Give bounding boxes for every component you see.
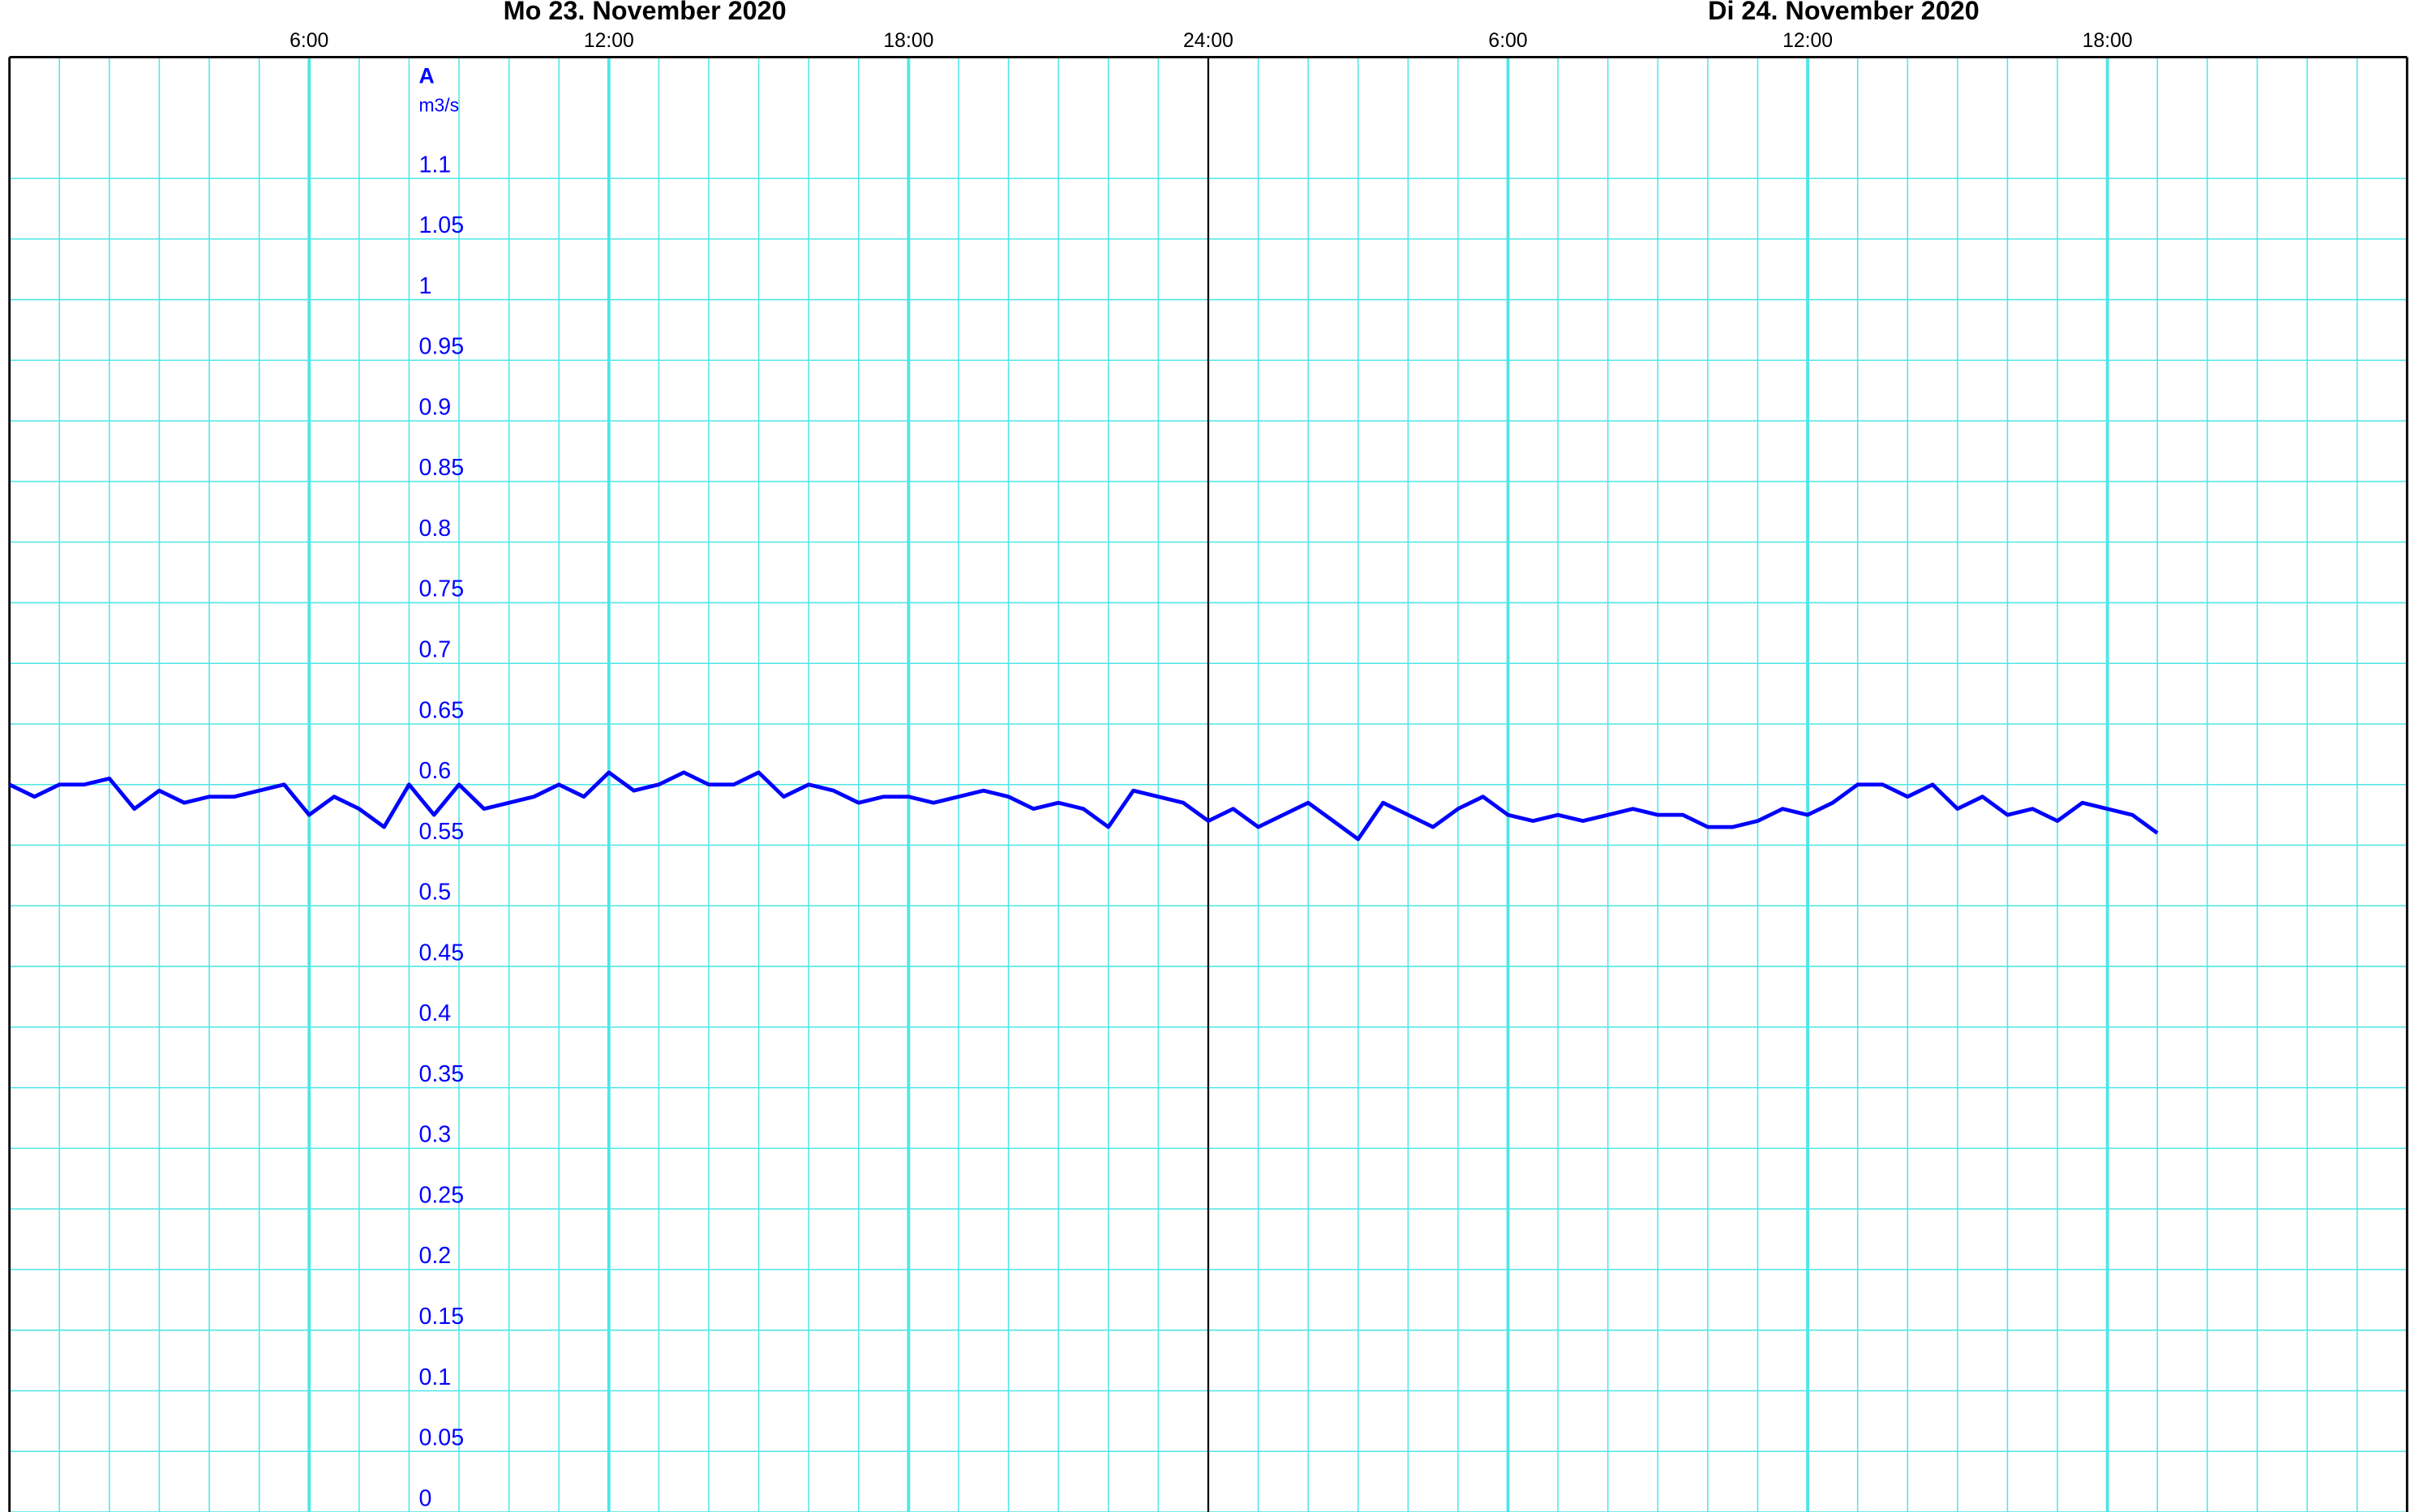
y-tick-label: 1.1 xyxy=(418,152,451,178)
x-tick-label: 6:00 xyxy=(1488,30,1527,52)
y-tick-label: 0.25 xyxy=(418,1182,464,1208)
y-tick-label: 0.85 xyxy=(418,455,464,481)
y-tick-label: 0.1 xyxy=(418,1364,451,1390)
x-tick-label: 24:00 xyxy=(1183,30,1233,52)
y-tick-label: 0.05 xyxy=(418,1425,464,1451)
y-tick-label: 0 xyxy=(418,1485,431,1511)
y-tick-label: 1.05 xyxy=(418,212,464,238)
x-tick-label: 6:00 xyxy=(290,30,328,52)
y-tick-label: 0.2 xyxy=(418,1243,451,1269)
y-axis-name: A xyxy=(418,63,434,88)
x-tick-label: 12:00 xyxy=(584,30,634,52)
y-tick-label: 0.4 xyxy=(418,1000,451,1026)
y-tick-label: 0.6 xyxy=(418,758,451,784)
x-tick-label: 12:00 xyxy=(1782,30,1833,52)
y-tick-label: 0.15 xyxy=(418,1304,464,1330)
y-tick-label: 0.75 xyxy=(418,576,464,602)
y-tick-label: 0.55 xyxy=(418,819,464,845)
y-tick-label: 0.65 xyxy=(418,697,464,723)
x-tick-label: 18:00 xyxy=(883,30,933,52)
y-tick-label: 0.95 xyxy=(418,334,464,360)
day-label: Di 24. November 2020 xyxy=(1708,0,1980,25)
x-tick-label: 18:00 xyxy=(2083,30,2133,52)
y-tick-label: 1 xyxy=(418,273,431,299)
y-tick-label: 0.7 xyxy=(418,637,451,663)
y-tick-label: 0.3 xyxy=(418,1122,451,1148)
y-tick-label: 0.45 xyxy=(418,940,464,966)
y-axis-unit: m3/s xyxy=(418,94,459,115)
y-tick-label: 0.8 xyxy=(418,516,451,542)
y-tick-label: 0.35 xyxy=(418,1061,464,1087)
y-tick-label: 0.5 xyxy=(418,880,451,906)
data-line xyxy=(8,770,2159,842)
y-tick-label: 0.9 xyxy=(418,394,451,420)
day-label: Mo 23. November 2020 xyxy=(504,0,787,25)
